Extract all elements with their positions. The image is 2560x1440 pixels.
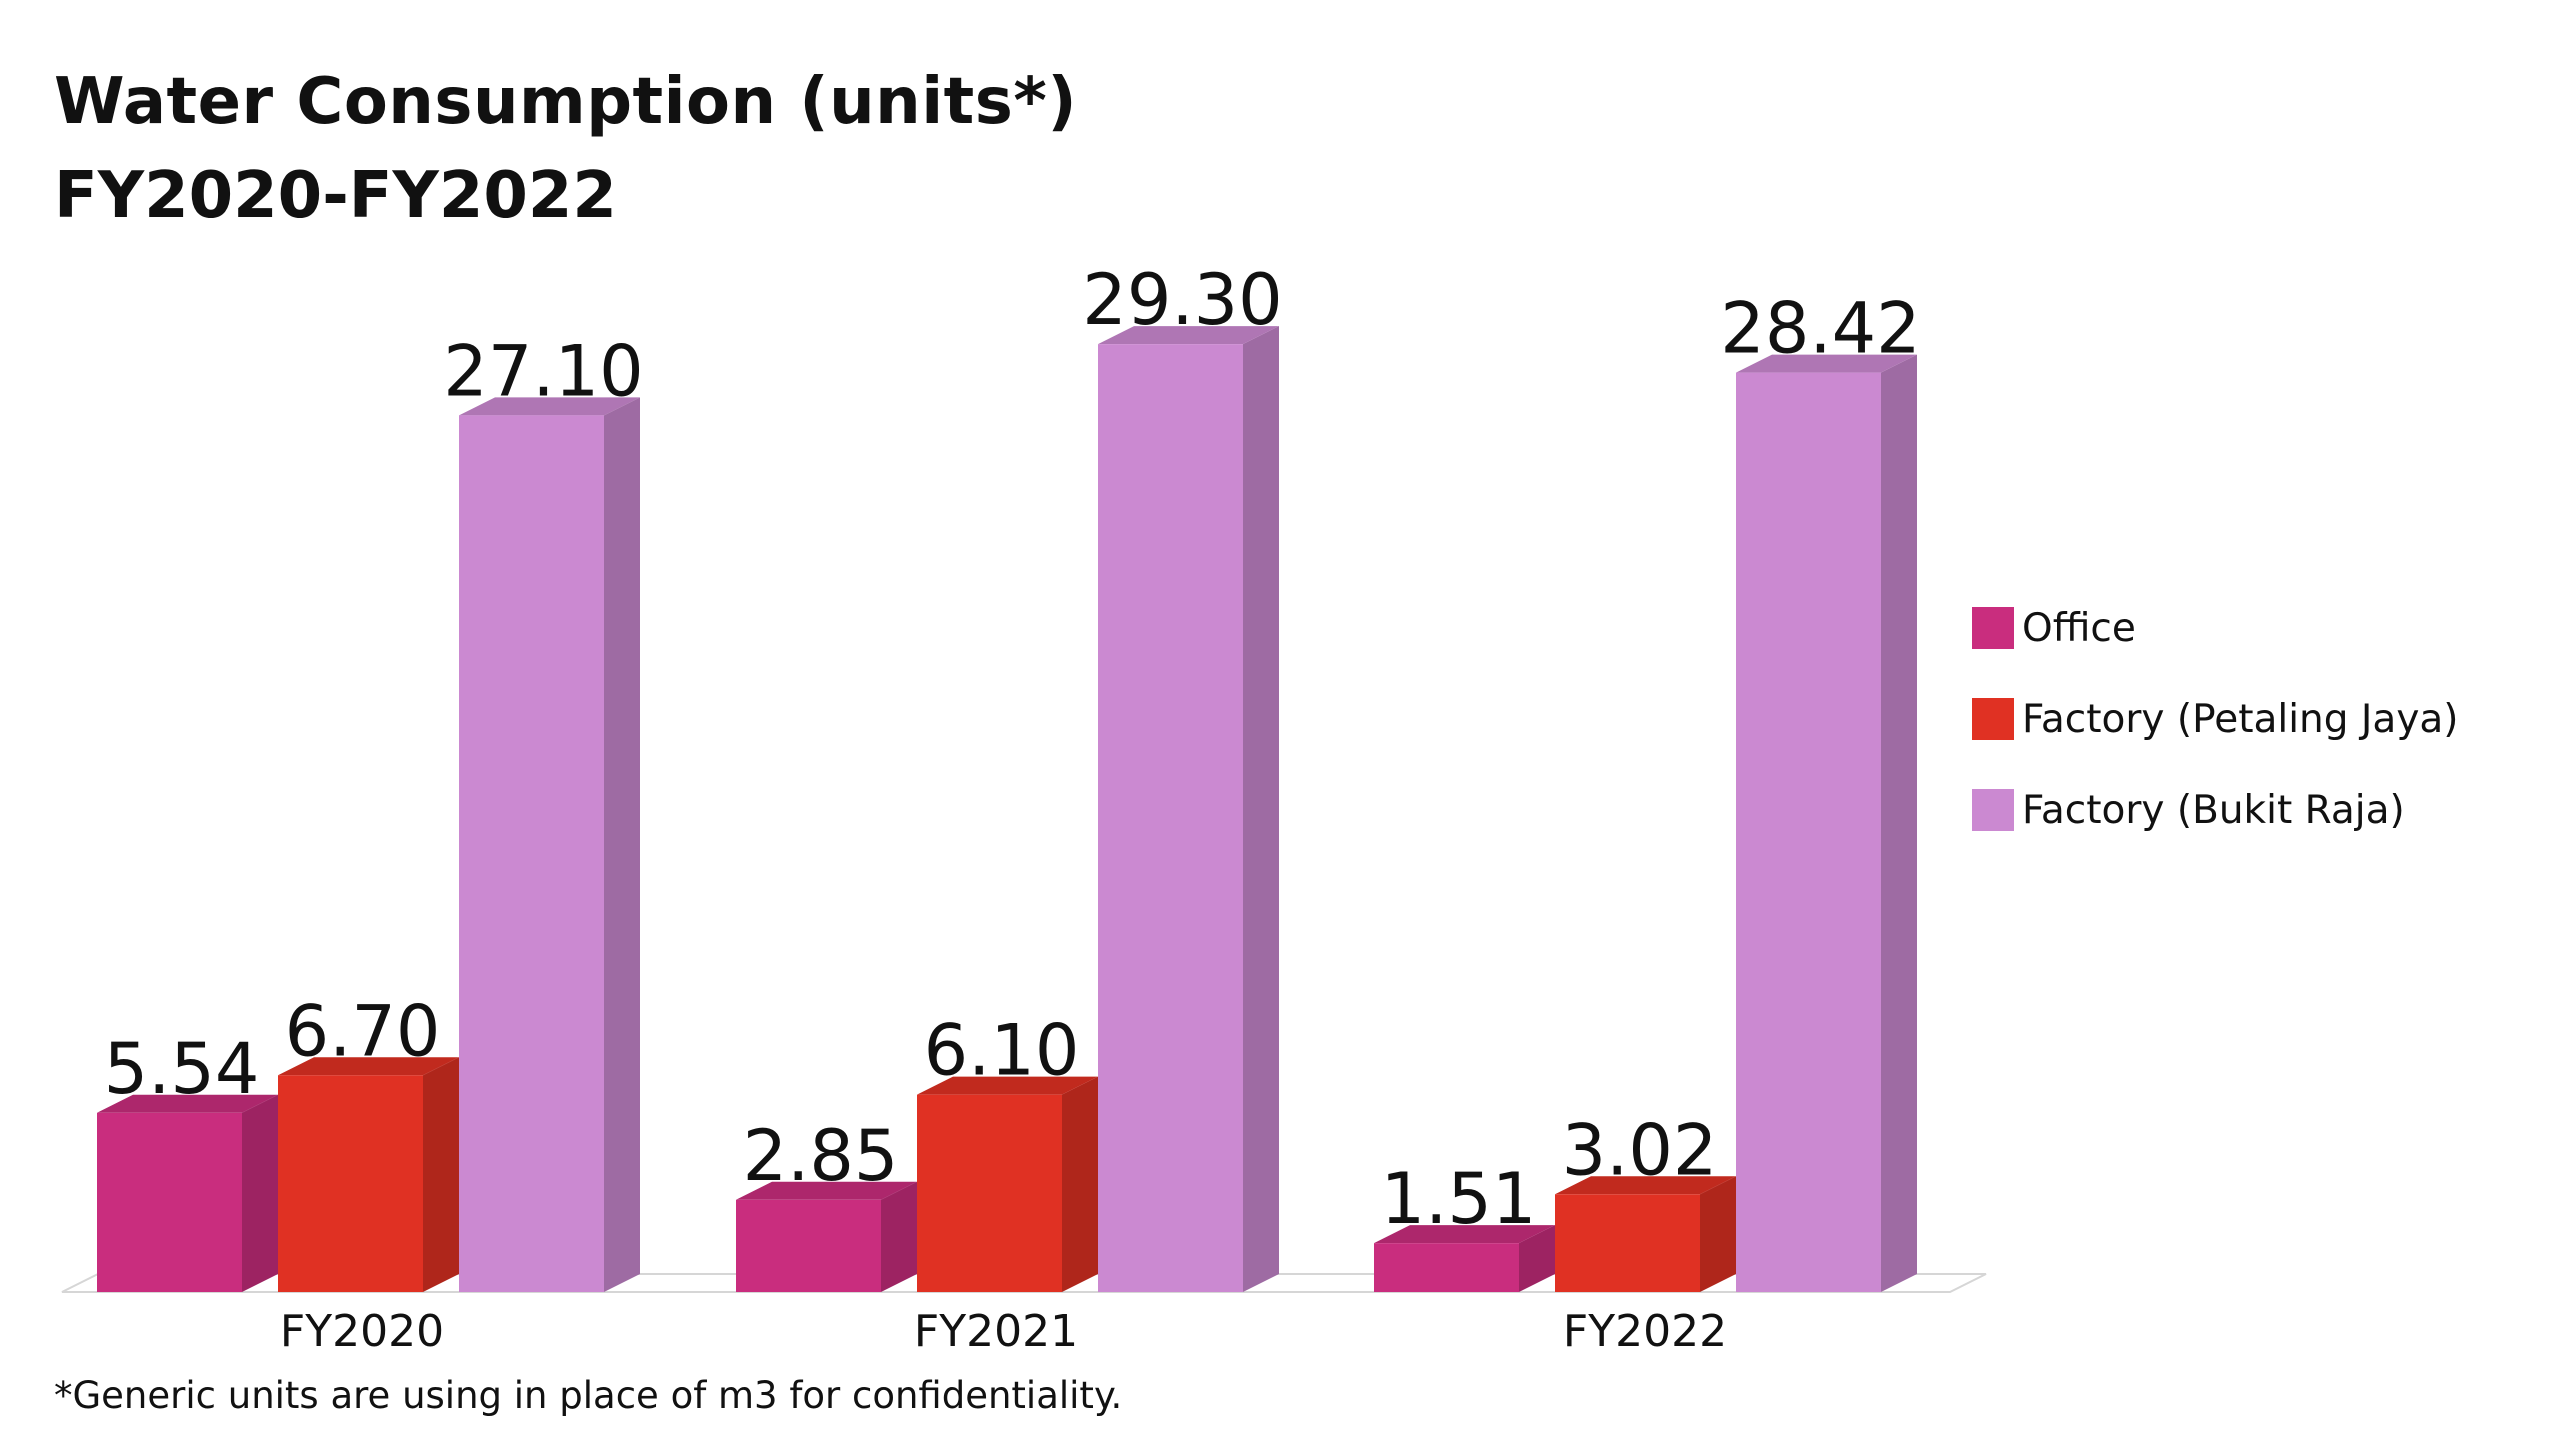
data-label: 6.10: [924, 1010, 1080, 1092]
chart-subtitle: FY2020-FY2022: [54, 159, 617, 233]
bar: [1098, 326, 1279, 1292]
legend-item-office: Office: [1972, 598, 2459, 658]
legend-label-factory-petaling-jaya: Factory (Petaling Jaya): [2022, 696, 2459, 742]
data-label: 27.10: [443, 330, 643, 412]
bar: [459, 397, 640, 1292]
bar: [278, 1057, 459, 1292]
data-label: 29.30: [1082, 259, 1282, 341]
chart-legend: Office Factory (Petaling Jaya) Factory (…: [1972, 598, 2459, 871]
data-label: 6.70: [285, 990, 441, 1072]
bar: [917, 1076, 1098, 1292]
legend-item-factory-bukit-raja: Factory (Bukit Raja): [1972, 780, 2459, 840]
legend-label-factory-bukit-raja: Factory (Bukit Raja): [2022, 787, 2405, 833]
bar: [1736, 354, 1917, 1292]
legend-swatch-factory-petaling-jaya: [1972, 698, 2014, 740]
legend-label-office: Office: [2022, 605, 2136, 651]
data-label: 1.51: [1381, 1158, 1537, 1240]
x-tick-label: FY2022: [1563, 1306, 1727, 1357]
legend-swatch-factory-bukit-raja: [1972, 789, 2014, 831]
data-label: 28.42: [1720, 288, 1920, 370]
legend-swatch-office: [1972, 607, 2014, 649]
bar: [1555, 1176, 1736, 1292]
data-label: 2.85: [743, 1115, 899, 1197]
bar: [1374, 1225, 1555, 1292]
bar: [97, 1094, 278, 1292]
chart-floor: [61, 1273, 1987, 1293]
data-label: 5.54: [104, 1028, 260, 1110]
legend-item-factory-petaling-jaya: Factory (Petaling Jaya): [1972, 689, 2459, 749]
chart-title: Water Consumption (units*): [54, 65, 1078, 139]
chart-footnote: *Generic units are using in place of m3 …: [54, 1374, 1123, 1417]
x-tick-label: FY2021: [914, 1306, 1078, 1357]
bar: [736, 1181, 917, 1292]
x-tick-label: FY2020: [280, 1306, 444, 1357]
data-label: 3.02: [1562, 1109, 1718, 1191]
